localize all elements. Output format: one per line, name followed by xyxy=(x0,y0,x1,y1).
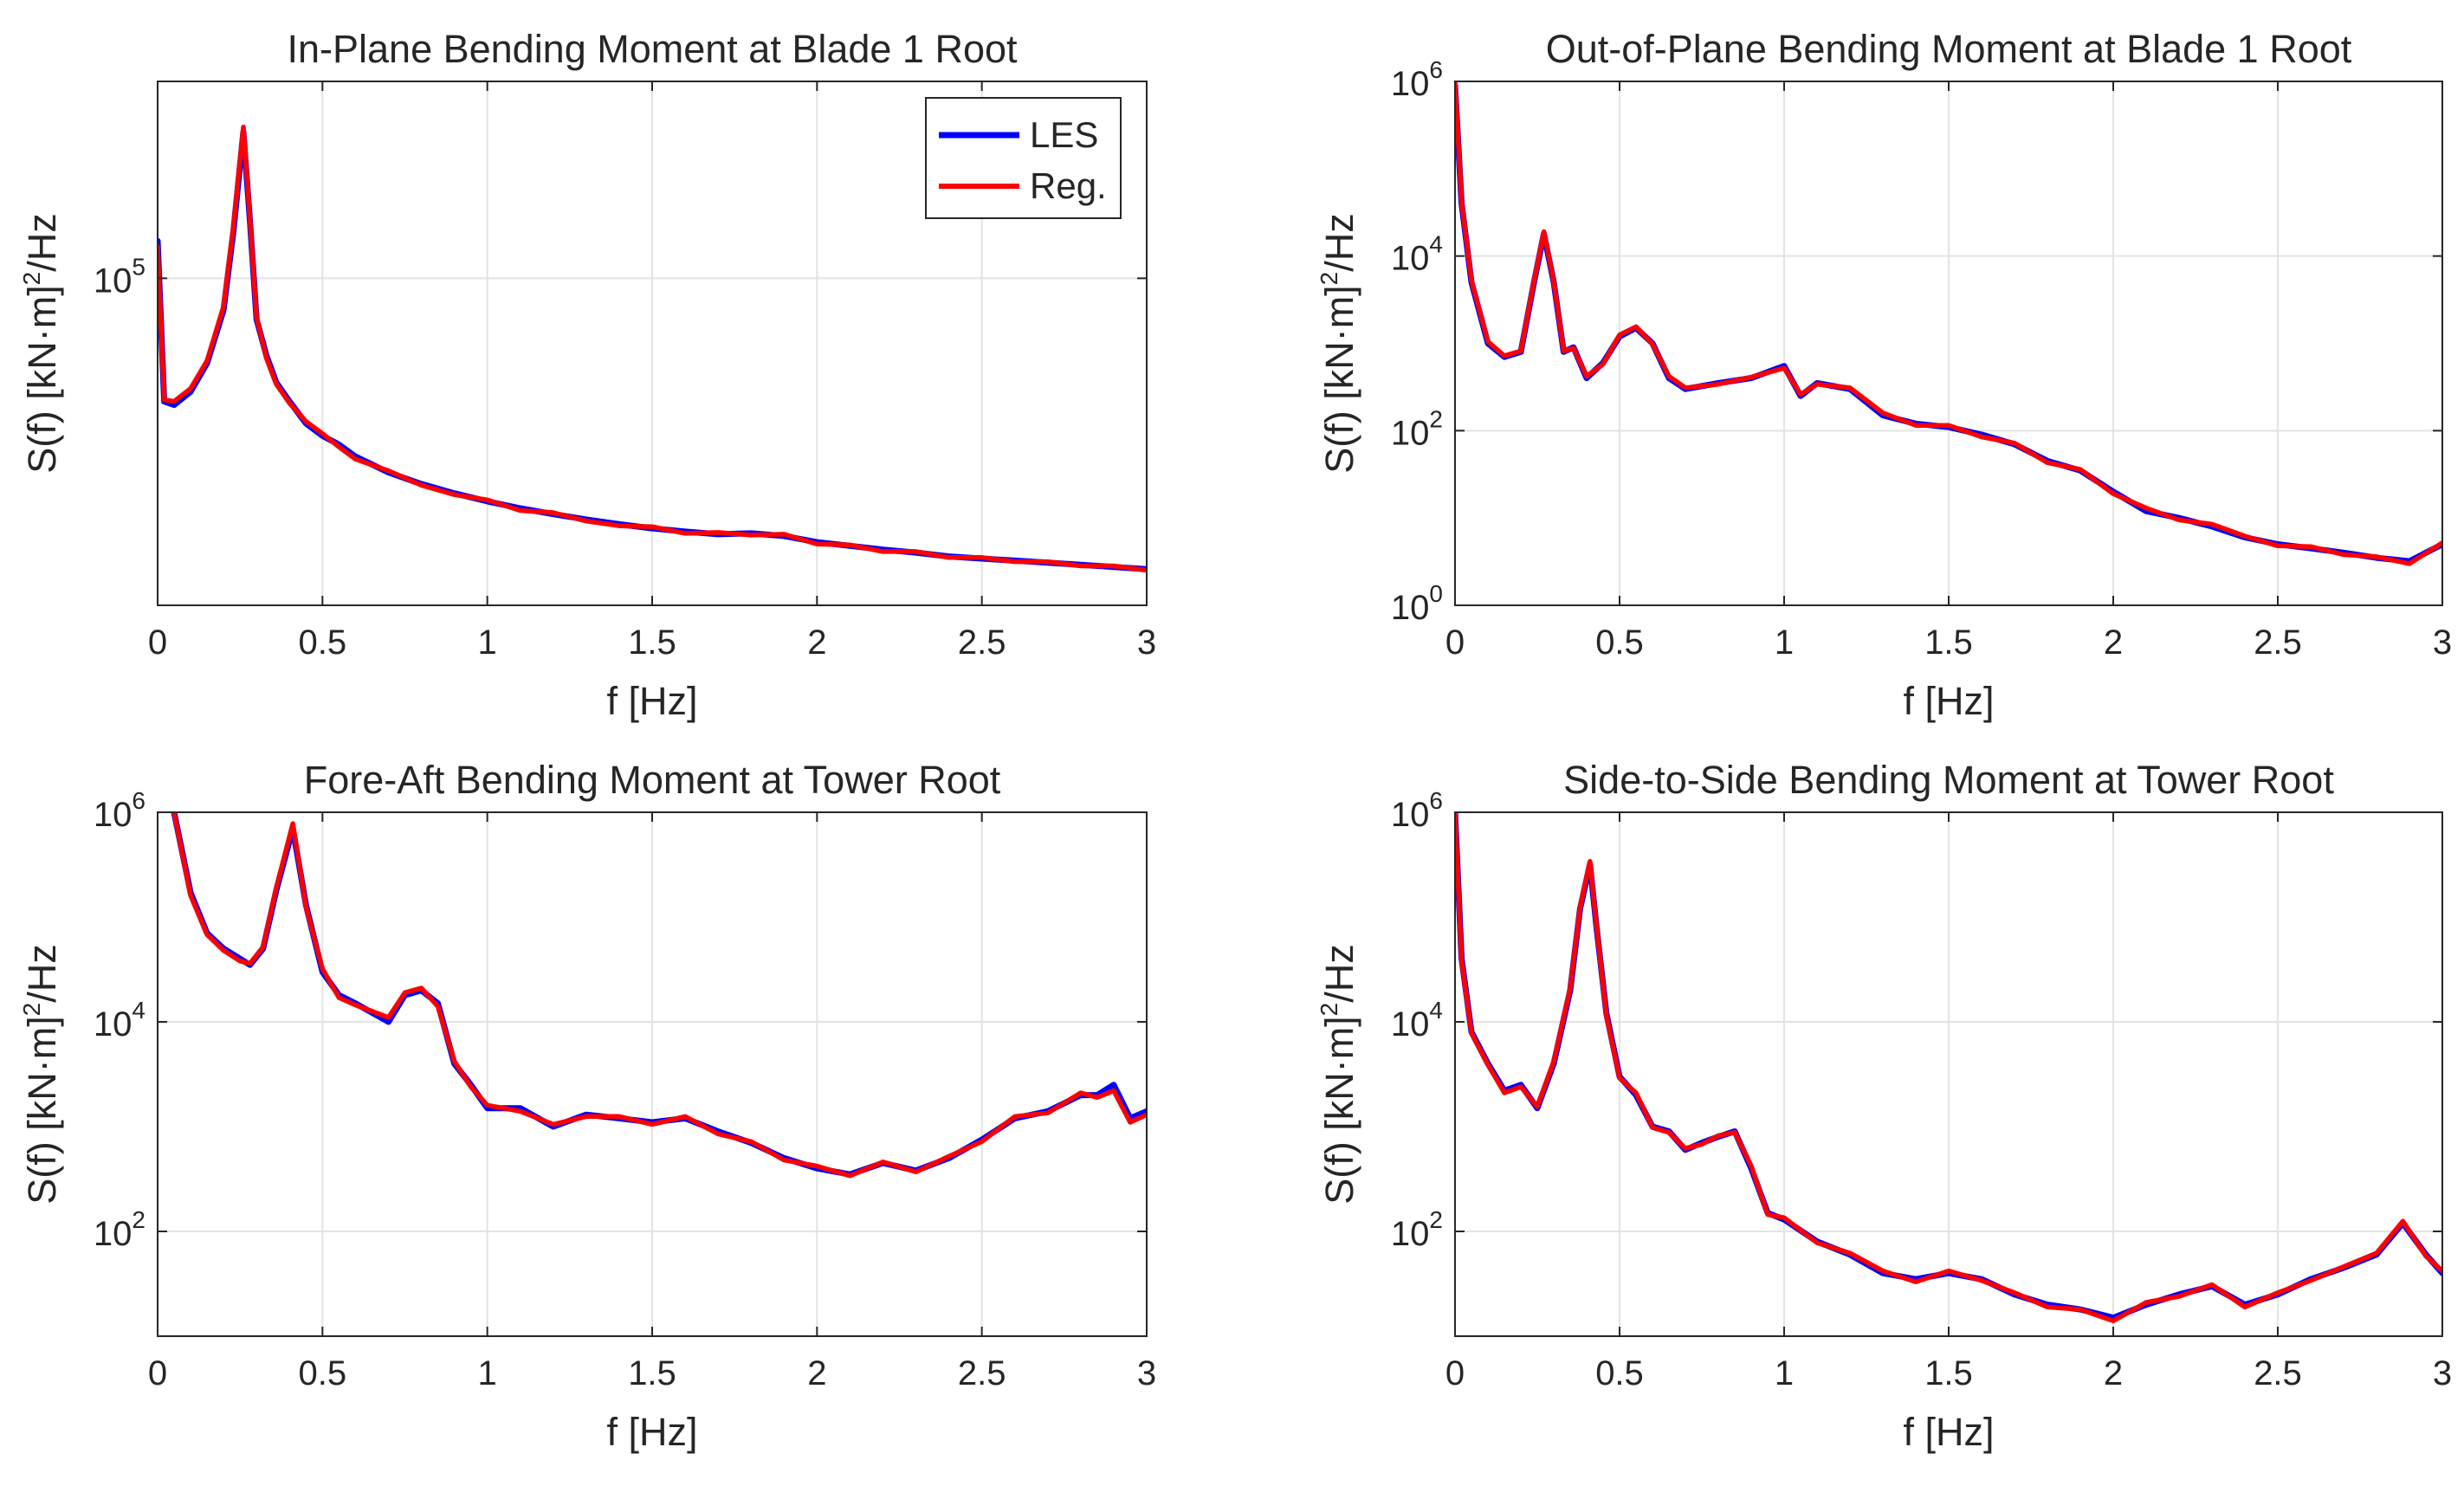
chart-title: Out-of-Plane Bending Moment at Blade 1 R… xyxy=(1546,27,2352,71)
y-tick-label: 106 xyxy=(1391,56,1443,103)
x-tick-label: 2.5 xyxy=(2254,1354,2302,1392)
x-tick-label: 0.5 xyxy=(299,1354,347,1392)
x-tick-label: 0 xyxy=(148,623,167,662)
x-axis-label: f [Hz] xyxy=(606,1410,697,1454)
series-line-reg xyxy=(158,124,1147,573)
series-line-reg xyxy=(171,812,1147,1179)
x-tick-label: 2.5 xyxy=(958,1354,1006,1392)
x-tick-label: 3 xyxy=(2433,623,2452,662)
x-tick-label: 3 xyxy=(1137,623,1156,662)
y-axis-label: S(f) [kN·m]2/Hz xyxy=(1316,944,1361,1205)
x-tick-label: 1 xyxy=(478,1354,497,1392)
x-tick-label: 1.5 xyxy=(1924,623,1973,662)
y-tick-label: 105 xyxy=(94,253,146,300)
legend-box xyxy=(925,97,1122,219)
x-axis-label: f [Hz] xyxy=(606,679,697,723)
legend-label-reg: Reg. xyxy=(1030,165,1107,206)
x-tick-label: 2.5 xyxy=(958,623,1006,662)
chart-title: Side-to-Side Bending Moment at Tower Roo… xyxy=(1563,758,2334,802)
y-tick-label: 106 xyxy=(1391,787,1443,834)
y-tick-label: 104 xyxy=(1391,231,1443,278)
chart-panel-4: 0 0.5 1 1.5 2 2.5 3 102 104 106 Side-to-Side Bendi… xyxy=(1316,758,2452,1454)
x-tick-label: 2 xyxy=(2104,623,2123,662)
y-tick-label: 104 xyxy=(94,997,146,1043)
y-axis-label: S(f) [kN·m]2/Hz xyxy=(1316,213,1361,474)
chart-panel-1: 0 0.5 1 1.5 2 2.5 3 105 In-Plane Bending Moment … xyxy=(18,27,1156,723)
y-tick-label: 102 xyxy=(1391,405,1443,452)
x-tick-label: 1 xyxy=(478,623,497,662)
y-tick-label: 102 xyxy=(1391,1206,1443,1253)
y-tick-label: 102 xyxy=(94,1206,146,1253)
x-tick-label: 3 xyxy=(1137,1354,1156,1392)
y-tick-label: 106 xyxy=(94,787,146,834)
x-tick-label: 0.5 xyxy=(1595,1354,1644,1392)
x-tick-label: 0 xyxy=(148,1354,167,1392)
series-line-reg xyxy=(1455,81,2442,566)
y-axis-label: S(f) [kN·m]2/Hz xyxy=(18,944,64,1205)
x-axis-label: f [Hz] xyxy=(1903,679,1994,723)
series-line-reg xyxy=(1455,812,2442,1324)
chart-panel-2: 0 0.5 1 1.5 2 2.5 3 100 102 104 106 Out-of-Plane Be… xyxy=(1316,27,2452,723)
x-tick-label: 1.5 xyxy=(628,1354,676,1392)
x-tick-label: 2 xyxy=(2104,1354,2123,1392)
x-tick-label: 3 xyxy=(2433,1354,2452,1392)
x-tick-label: 2 xyxy=(807,1354,826,1392)
chart-panel-3: 0 0.5 1 1.5 2 2.5 3 102 104 106 Fore-Aft Bending M… xyxy=(18,758,1156,1454)
legend: LES Reg. xyxy=(925,97,1122,219)
x-tick-label: 2.5 xyxy=(2254,623,2302,662)
y-tick-label: 104 xyxy=(1391,997,1443,1043)
legend-label-les: LES xyxy=(1030,114,1098,155)
chart-title: Fore-Aft Bending Moment at Tower Root xyxy=(304,758,1001,802)
x-tick-label: 0.5 xyxy=(1595,623,1644,662)
x-tick-label: 1.5 xyxy=(628,623,676,662)
x-tick-label: 0.5 xyxy=(299,623,347,662)
y-tick-label: 100 xyxy=(1391,580,1443,627)
x-tick-label: 0 xyxy=(1445,1354,1465,1392)
chart-title: In-Plane Bending Moment at Blade 1 Root xyxy=(287,27,1018,71)
x-tick-label: 2 xyxy=(807,623,826,662)
x-tick-label: 0 xyxy=(1445,623,1465,662)
x-tick-label: 1 xyxy=(1775,623,1794,662)
y-axis-label: S(f) [kN·m]2/Hz xyxy=(18,213,64,474)
x-tick-label: 1.5 xyxy=(1924,1354,1973,1392)
x-axis-label: f [Hz] xyxy=(1903,1410,1994,1454)
x-tick-label: 1 xyxy=(1775,1354,1794,1392)
